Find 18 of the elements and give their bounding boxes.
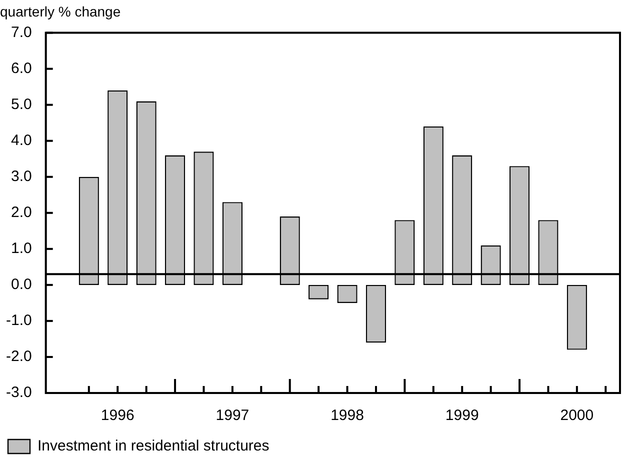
x-tick-label: 1999 xyxy=(445,407,479,424)
legend-label: Investment in residential structures xyxy=(38,438,270,455)
x-tick-label: 1996 xyxy=(100,407,134,424)
y-tick-label: 1.0 xyxy=(10,240,32,258)
x-tick-label: 2000 xyxy=(560,407,594,424)
y-axis-title: quarterly % change xyxy=(0,3,121,20)
x-tick-label: 1998 xyxy=(330,407,364,424)
y-tick-label: -3.0 xyxy=(6,384,32,402)
y-tick-label: 0.0 xyxy=(10,276,32,294)
y-tick-label: 2.0 xyxy=(10,204,32,222)
y-tick-label: 7.0 xyxy=(10,24,32,41)
y-tick-label: 4.0 xyxy=(10,132,32,149)
y-tick-label: 3.0 xyxy=(10,168,32,186)
y-tick-label: 5.0 xyxy=(10,96,32,113)
y-tick-label: -2.0 xyxy=(6,348,32,366)
x-tick-label: 1997 xyxy=(216,407,250,424)
y-tick-label: 6.0 xyxy=(10,60,32,77)
y-tick-label: -1.0 xyxy=(6,312,32,330)
